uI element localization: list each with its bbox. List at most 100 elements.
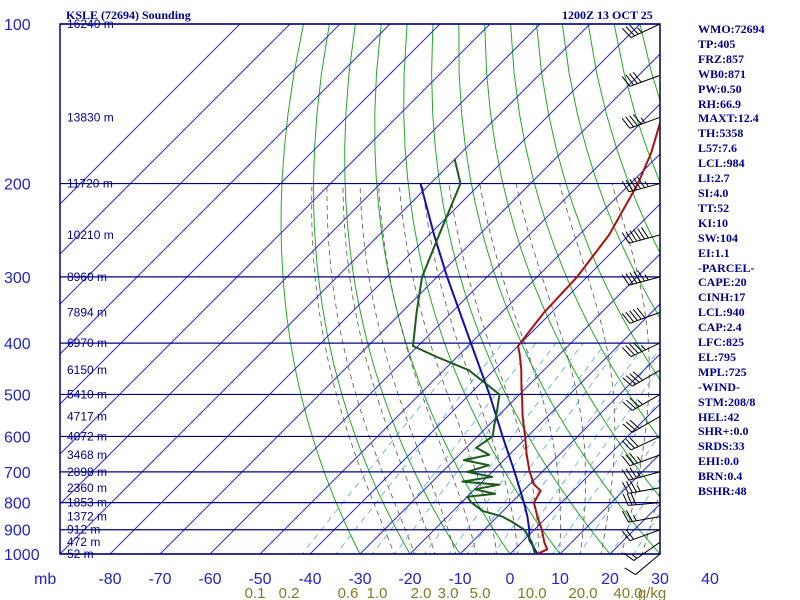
moist-adiabat-line xyxy=(641,489,660,554)
mixing-ratio-labels: 0.1 0.2 0.6 1.0 2.0 3.0 5.0 10.0 20.0 40.0g/kg xyxy=(245,585,667,600)
dry-adiabat-line xyxy=(587,24,660,254)
dry-adiabat-line xyxy=(795,24,800,565)
temperature-tick-label: -50 xyxy=(248,571,271,588)
wind-barb xyxy=(624,553,661,575)
temperature-tick-label: -80 xyxy=(98,571,121,588)
temperature-tick-label: 40 xyxy=(701,571,719,588)
height-label: 912 m xyxy=(67,523,100,537)
index-entry: HEL:42 xyxy=(698,409,740,424)
temperature-axis: mb -80 -70 -60 -50 -40 -30 -20 -10 0 10 20 30 40 xyxy=(34,571,719,588)
index-entry: EI:1.1 xyxy=(698,245,730,260)
index-entry: TH:5358 xyxy=(698,126,744,141)
wind-barb xyxy=(621,467,661,481)
mixing-ratio-line xyxy=(335,342,503,554)
mixing-ratio-line xyxy=(610,478,660,554)
mixing-ratio-line xyxy=(394,342,557,554)
pressure-tick-label: 1000 xyxy=(4,547,40,564)
index-entry: WB0:871 xyxy=(698,66,746,81)
mixing-ratio-line xyxy=(301,342,472,554)
mixing-ratio-label: 2.0 xyxy=(411,585,432,600)
height-label: 3468 m xyxy=(67,448,107,462)
dry-adiabat-line xyxy=(561,24,660,320)
temperature-tick-label: 0 xyxy=(506,571,515,588)
pressure-tick-label: 100 xyxy=(4,17,31,34)
isotherm-line xyxy=(409,303,660,554)
index-entry: LI:2.7 xyxy=(698,171,730,186)
isotherm-line xyxy=(459,353,660,554)
moist-adiabat-line xyxy=(359,183,457,554)
index-entry: CAP:2.4 xyxy=(698,320,742,335)
temperature-tick-label: -20 xyxy=(398,571,421,588)
index-entry: STM:208/8 xyxy=(698,394,756,409)
temperature-trace xyxy=(517,119,660,554)
wind-barb xyxy=(621,71,661,87)
temperature-tick-label: -70 xyxy=(148,571,171,588)
index-entry: CAPE:20 xyxy=(698,275,747,290)
moist-adiabat-line xyxy=(448,183,540,554)
dry-adiabat-line xyxy=(313,24,411,554)
temperature-tick-label: -40 xyxy=(298,571,321,588)
height-label: 11720 m xyxy=(67,177,113,191)
dry-adiabat-line xyxy=(484,24,660,498)
isobars xyxy=(59,23,661,555)
parcel-trace xyxy=(419,183,539,554)
isotherm-line xyxy=(259,153,660,554)
mixing-ratio-label: 1.0 xyxy=(367,585,388,600)
height-label: 10210 m xyxy=(67,228,114,242)
height-label: 2898 m xyxy=(67,465,107,479)
wind-barb xyxy=(621,113,661,129)
pressure-tick-label: 300 xyxy=(4,270,31,287)
dry-adiabat-line xyxy=(769,24,800,565)
pressure-tick-label: 200 xyxy=(4,177,31,194)
pressure-tick-label: 800 xyxy=(4,496,31,513)
isotherm-line xyxy=(509,403,660,554)
isotherm-line xyxy=(60,24,541,505)
isotherm-line xyxy=(60,24,291,255)
isotherm-line xyxy=(109,24,641,554)
wind-barb xyxy=(622,415,661,433)
height-label: 1853 m xyxy=(67,496,107,510)
wind-barb xyxy=(621,23,661,38)
moist-adiabat-line xyxy=(479,183,561,554)
dry-adiabat-line xyxy=(280,24,361,554)
temperature-tick-label: 30 xyxy=(651,571,669,588)
index-entry: KI:10 xyxy=(698,215,728,230)
height-label: 6970 m xyxy=(67,336,107,350)
index-entry: EL:795 xyxy=(698,349,737,364)
height-label: 4717 m xyxy=(67,409,107,423)
moist-adiabat-line xyxy=(398,183,498,554)
mixing-ratio-line xyxy=(512,347,660,554)
mixing-ratio-line xyxy=(493,342,647,554)
pressure-tick-label: 500 xyxy=(4,387,31,404)
index-entry: TT:52 xyxy=(698,200,730,215)
temperature-tick-label: -30 xyxy=(348,571,371,588)
mixing-ratio-label: 40.0 xyxy=(613,585,642,600)
index-entry: SW:104 xyxy=(698,230,739,245)
wind-barb xyxy=(622,510,661,523)
isotherm-line xyxy=(60,24,391,355)
height-label: 472 m xyxy=(67,535,100,549)
isotherm-line xyxy=(60,24,591,554)
height-label: 16240 m xyxy=(67,17,114,31)
mixing-ratio-line xyxy=(371,342,537,554)
mixing-ratio-label: 0.1 xyxy=(245,585,266,600)
mixing-ratio-line xyxy=(528,366,660,554)
wind-barb xyxy=(622,480,661,494)
index-entry: PW:0.50 xyxy=(698,81,742,96)
mixing-ratio-line xyxy=(448,342,606,554)
moist-adiabat-line xyxy=(515,183,586,554)
moist-adiabat-line xyxy=(342,183,436,554)
index-entry: SRDS:33 xyxy=(698,439,745,454)
wind-barbs xyxy=(621,23,661,575)
dewpoint-trace xyxy=(412,159,536,554)
pressure-tick-label: 900 xyxy=(4,523,31,540)
index-entry: WMO:72694 xyxy=(698,22,765,36)
observation-time: 1200Z 13 OCT 25 xyxy=(562,8,653,22)
mixing-ratio-label: 3.0 xyxy=(438,585,459,600)
mixing-ratio-label: 20.0 xyxy=(568,585,597,600)
sounding-indices-list: WMO:72694 TP:405 FRZ:857 WB0:871 PW:0.50 RH:6… xyxy=(698,22,765,499)
wind-barb xyxy=(621,435,661,451)
dry-adiabat-line xyxy=(536,24,660,381)
wind-barb xyxy=(623,541,661,561)
mixing-ratio-line xyxy=(552,398,660,554)
